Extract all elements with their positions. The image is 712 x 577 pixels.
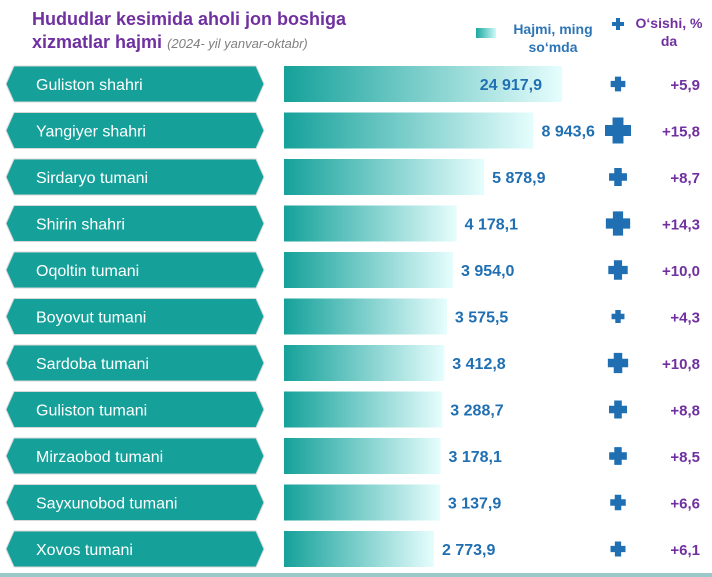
category-label-box	[5, 65, 265, 103]
growth-value-label: +5,9	[670, 77, 700, 94]
category-label-box	[5, 344, 265, 382]
bottom-rule	[0, 573, 712, 577]
bar-value-label: 2 773,9	[442, 542, 495, 559]
bar-value-label: 4 178,1	[465, 217, 518, 234]
growth-value-label: +10,0	[662, 263, 700, 280]
category-label-box	[5, 391, 265, 428]
growth-marker-icon	[605, 211, 631, 236]
category-label: Sayxunobod tumani	[36, 496, 177, 513]
growth-value-label: +8,7	[670, 170, 700, 187]
legend-growth: O‘sishi, % da	[612, 14, 712, 58]
growth-value-label: +6,6	[670, 496, 700, 513]
bar-value-label: 5 878,9	[492, 170, 545, 187]
growth-value-label: +8,8	[670, 403, 700, 420]
growth-marker-icon	[610, 494, 626, 511]
growth-marker-icon	[605, 117, 631, 144]
legend-growth-marker-icon	[612, 18, 624, 30]
bar-value-label: 8 943,6	[542, 124, 595, 141]
category-label: Guliston shahri	[36, 77, 143, 94]
growth-marker-icon	[609, 447, 627, 465]
chart-subtitle: (2024- yil yanvar-oktabr)	[167, 36, 308, 51]
bar-value-label: 3 575,5	[455, 310, 508, 327]
category-label: Oqoltin tumani	[36, 263, 139, 280]
growth-marker-icon	[607, 352, 629, 374]
growth-marker-icon	[609, 168, 627, 186]
growth-value-label: +10,8	[662, 356, 700, 373]
bar	[284, 391, 443, 428]
growth-value-label: +14,3	[662, 217, 700, 234]
category-label-box	[5, 530, 265, 568]
category-label: Mirzaobod tumani	[36, 449, 163, 466]
growth-marker-icon	[608, 400, 628, 419]
category-label: Sardoba tumani	[36, 356, 149, 373]
bar	[284, 112, 534, 149]
title-line-2: xizmatlar hajmi	[32, 32, 163, 52]
growth-value-label: +6,1	[670, 542, 700, 559]
bar	[284, 531, 434, 567]
growth-value-label: +8,5	[670, 449, 700, 466]
category-label: Sirdaryo tumani	[36, 170, 148, 187]
title-line-1: Hududlar kesimida aholi jon boshiga	[32, 9, 347, 29]
bar	[284, 205, 457, 242]
growth-marker-icon	[610, 541, 626, 557]
bar-value-label: 3 137,9	[448, 496, 501, 513]
bar	[284, 252, 454, 288]
legend-volume: Hajmi, ming so‘mda	[476, 20, 606, 60]
growth-marker-icon	[611, 310, 625, 323]
legend-volume-label: Hajmi, ming so‘mda	[513, 21, 593, 55]
chart-title: Hududlar kesimida aholi jon boshiga xizm…	[32, 8, 432, 55]
growth-value-label: +4,3	[670, 310, 700, 327]
bar	[284, 345, 445, 381]
bar-value-label: 3 954,0	[461, 263, 514, 280]
bar	[284, 66, 562, 102]
category-label-box	[5, 251, 265, 289]
category-label-box	[5, 158, 265, 196]
category-label-box	[5, 484, 265, 521]
bar	[284, 159, 485, 195]
category-label-box	[5, 437, 265, 475]
legend-growth-label: O‘sishi, % da	[635, 15, 703, 49]
legend-volume-swatch	[476, 28, 496, 38]
category-label: Yangiyer shahri	[36, 124, 146, 141]
bar	[284, 484, 440, 521]
category-label-box	[5, 205, 265, 242]
bar-value-label: 3 288,7	[450, 403, 503, 420]
bar	[284, 438, 441, 474]
category-label: Guliston tumani	[36, 403, 147, 420]
category-label: Xovos tumani	[36, 542, 133, 559]
category-label-box	[5, 298, 265, 335]
bar-value-label: 24 917,9	[480, 77, 542, 94]
growth-marker-icon	[608, 260, 628, 280]
title-line-2-wrap: xizmatlar hajmi (2024- yil yanvar-oktabr…	[32, 31, 432, 55]
bar-value-label: 3 412,8	[452, 356, 505, 373]
bar-value-label: 3 178,1	[449, 449, 502, 466]
category-label-box	[5, 112, 265, 149]
growth-value-label: +15,8	[662, 124, 700, 141]
category-label: Shirin shahri	[36, 217, 125, 234]
bar	[284, 298, 447, 335]
growth-marker-icon	[610, 76, 626, 92]
category-label: Boyovut tumani	[36, 310, 146, 327]
